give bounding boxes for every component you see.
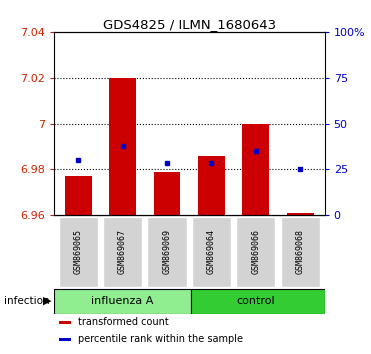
- Text: GSM869068: GSM869068: [296, 229, 305, 274]
- Bar: [154, 172, 180, 215]
- Bar: [103, 217, 142, 287]
- Bar: [198, 156, 225, 215]
- Text: influenza A: influenza A: [91, 296, 154, 306]
- Bar: [287, 213, 313, 215]
- Bar: [236, 217, 275, 287]
- Bar: [109, 78, 136, 215]
- Bar: [148, 217, 187, 287]
- Bar: [54, 289, 191, 314]
- Bar: [243, 124, 269, 215]
- Text: GSM869069: GSM869069: [162, 229, 171, 274]
- Text: ▶: ▶: [43, 296, 51, 306]
- Text: GSM869066: GSM869066: [251, 229, 260, 274]
- Text: transformed count: transformed count: [78, 317, 169, 327]
- Text: GSM869065: GSM869065: [74, 229, 83, 274]
- Title: GDS4825 / ILMN_1680643: GDS4825 / ILMN_1680643: [103, 18, 276, 31]
- Bar: [59, 217, 98, 287]
- Bar: [65, 176, 92, 215]
- Text: percentile rank within the sample: percentile rank within the sample: [78, 333, 243, 344]
- Bar: [192, 217, 231, 287]
- Text: control: control: [236, 296, 275, 306]
- Bar: [59, 321, 70, 324]
- Text: GSM869067: GSM869067: [118, 229, 127, 274]
- Bar: [191, 289, 325, 314]
- Text: infection: infection: [4, 296, 49, 306]
- Text: GSM869064: GSM869064: [207, 229, 216, 274]
- Bar: [281, 217, 320, 287]
- Bar: [59, 338, 70, 341]
